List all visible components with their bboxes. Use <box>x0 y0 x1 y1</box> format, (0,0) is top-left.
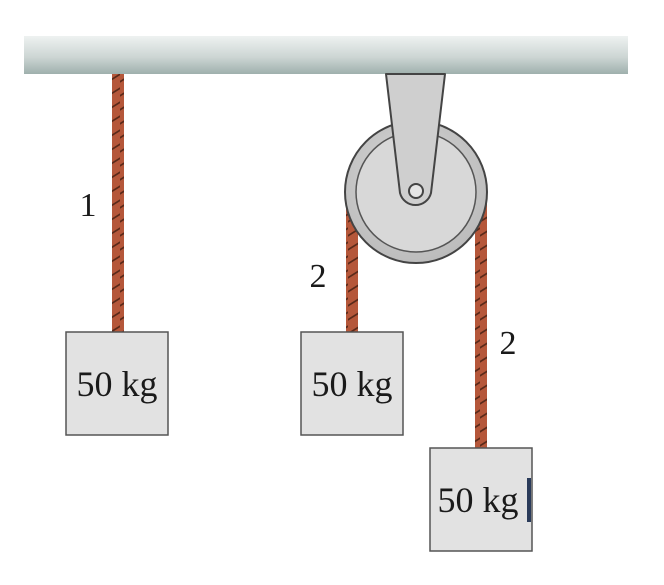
rope-label-1: 1 <box>80 187 97 224</box>
rope-label-2-left: 2 <box>310 258 327 295</box>
rope-2-right <box>475 200 487 448</box>
pulley-axle <box>408 183 424 199</box>
mass-block-2 <box>300 331 404 436</box>
mass-block-1 <box>65 331 169 436</box>
mass-label-1: 50 kg <box>77 364 158 404</box>
rope-1 <box>112 74 124 332</box>
text-cursor <box>527 478 531 522</box>
rope-2-left <box>346 200 358 332</box>
mass-label-2: 50 kg <box>312 364 393 404</box>
mass-label-3: 50 kg <box>438 480 519 520</box>
pulley-bracket <box>385 73 446 206</box>
rope-label-2-right: 2 <box>500 325 517 362</box>
mass-block-3 <box>429 447 533 552</box>
ceiling-bar <box>24 36 628 74</box>
